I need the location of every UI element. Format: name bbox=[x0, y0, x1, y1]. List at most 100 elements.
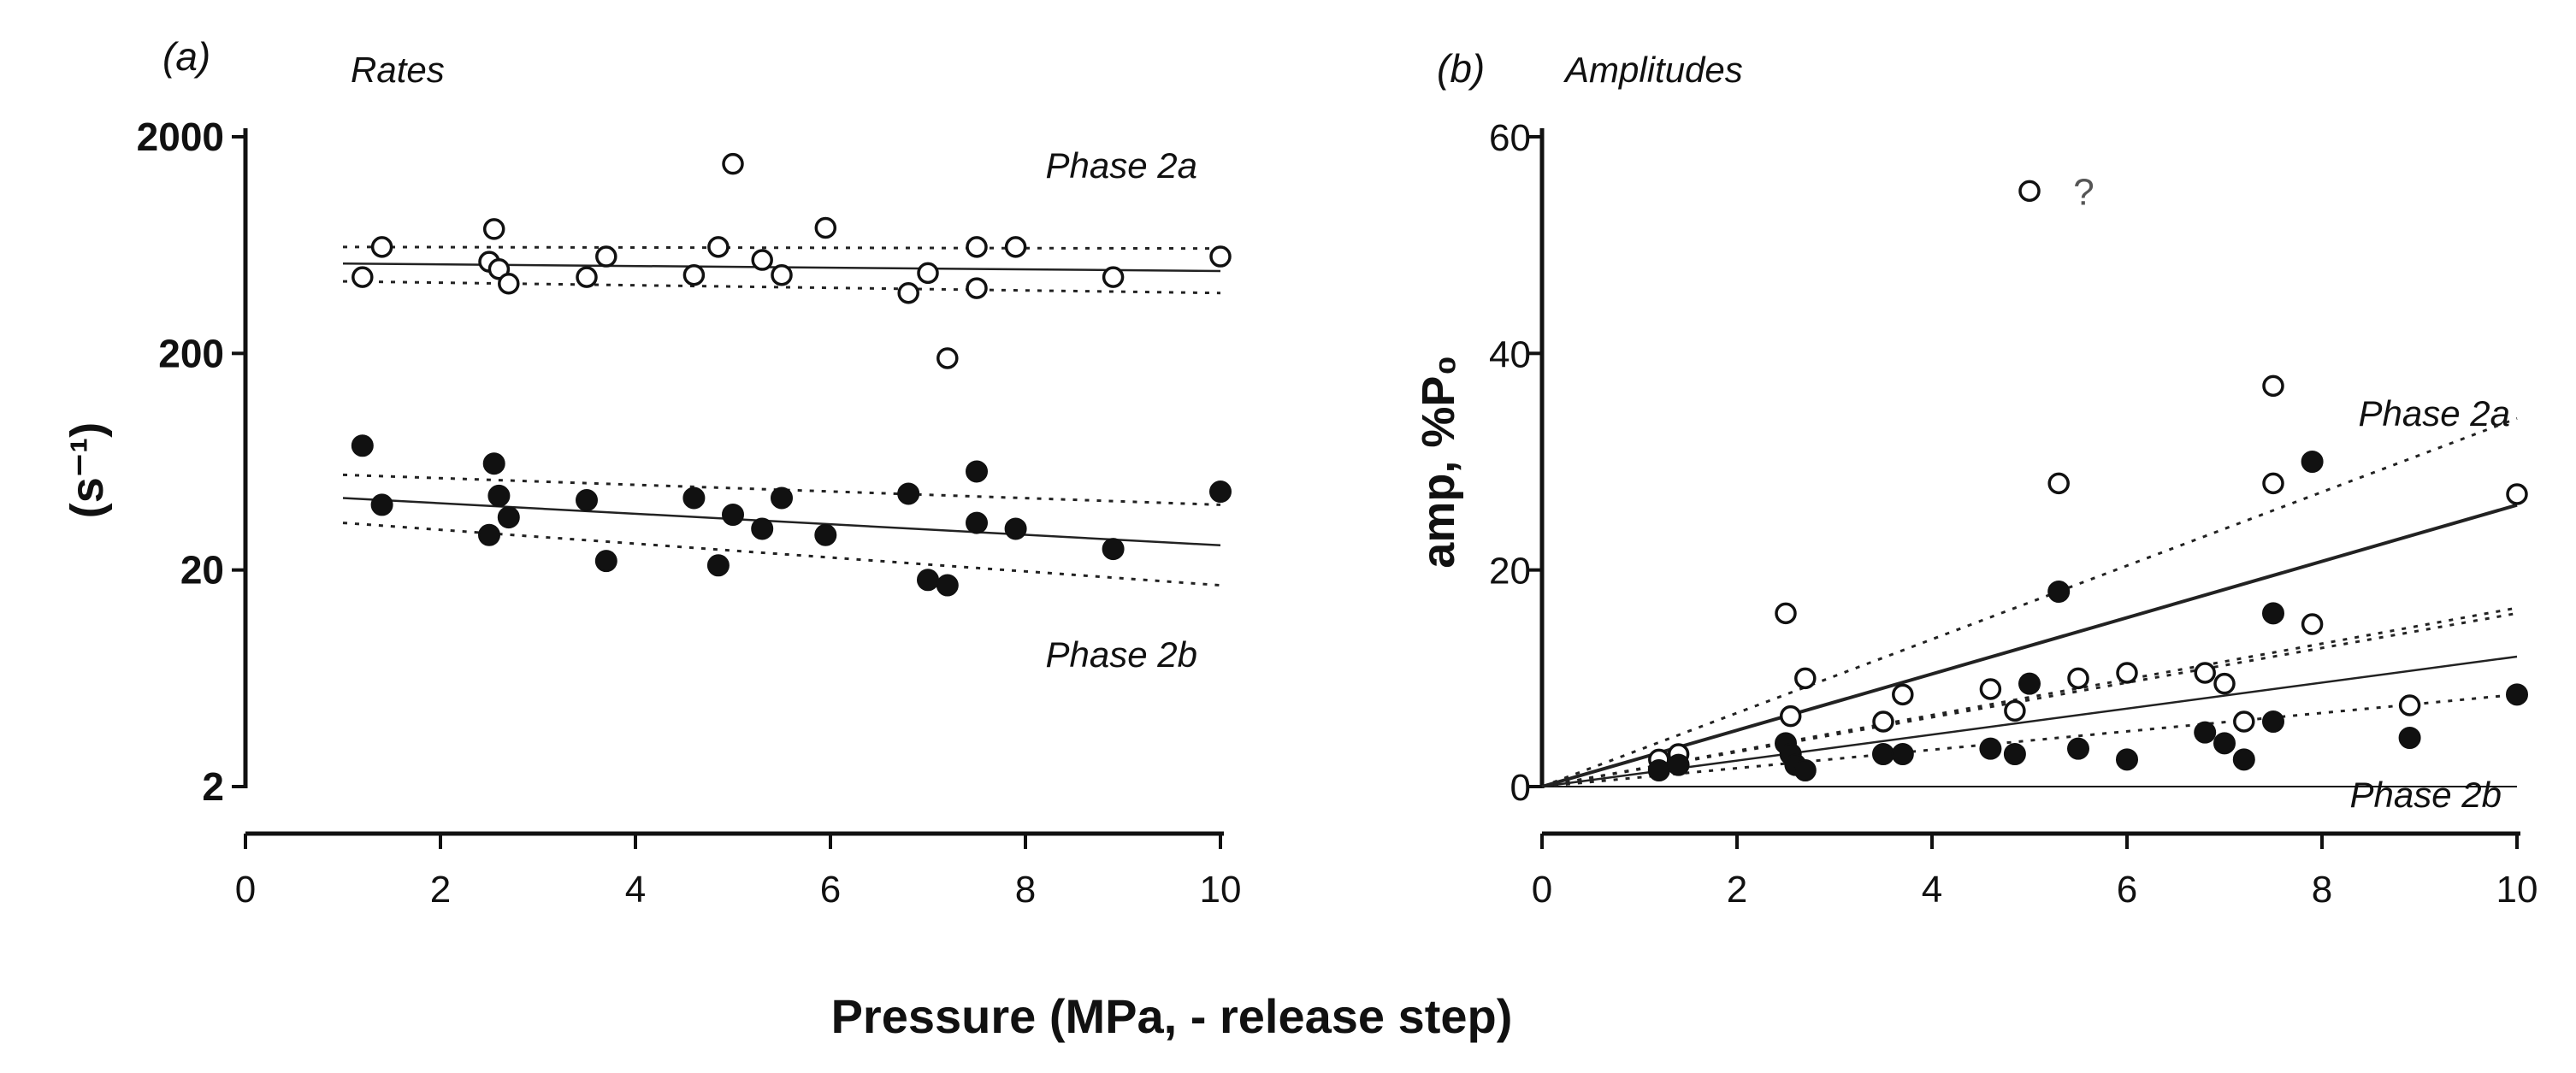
panel-a-point-2a bbox=[722, 152, 744, 175]
panel-b-point-2a bbox=[2262, 374, 2284, 398]
panel-a-point-2a bbox=[682, 263, 706, 286]
panel-amplitudes: (b) Amplitudes amp, %P₀ Phase 2a Phase 2… bbox=[1413, 46, 2538, 911]
panel-a-point-2a bbox=[487, 257, 511, 280]
panel-b-point-2a bbox=[2004, 699, 2026, 722]
panel-b-y-tick-label: 0 bbox=[1510, 767, 1531, 809]
panel-a-letter: (a) bbox=[162, 34, 210, 79]
panel-a-x-tick-label: 8 bbox=[1015, 869, 1036, 911]
panel-a-point-2a bbox=[966, 236, 988, 258]
panel-b-point-2a bbox=[1775, 602, 1797, 625]
panel-a-y-tick-label: 2 bbox=[202, 764, 224, 809]
panel-b-x-tick-label: 4 bbox=[1922, 869, 1942, 911]
panel-b-point-2a bbox=[2018, 180, 2041, 203]
panel-b-x-tick-label: 0 bbox=[1532, 869, 1552, 911]
panel-a-series-2b-ci-upper bbox=[342, 473, 1221, 506]
panel-b-point-2b bbox=[1793, 759, 1817, 781]
panel-b-point-2a bbox=[2067, 667, 2089, 690]
panel-b-y-tick-label: 40 bbox=[1489, 333, 1531, 375]
panel-a-x-tick-label: 2 bbox=[430, 869, 451, 911]
panel-b-series-2b-fit-line bbox=[1541, 655, 2518, 788]
panel-a-point-2a bbox=[498, 272, 520, 295]
panel-a-point-2b bbox=[576, 489, 598, 512]
panel-b-point-2b bbox=[2067, 737, 2089, 760]
panel-b-point-2a bbox=[2506, 483, 2528, 505]
panel-b-point-2a bbox=[2301, 613, 2324, 635]
panel-b-point-2b bbox=[2213, 732, 2236, 755]
panel-a-point-2b bbox=[897, 482, 920, 505]
panel-a-point-2b bbox=[1209, 480, 1232, 504]
panel-b-ylabel: amp, %P₀ bbox=[1413, 355, 1464, 568]
panel-a-point-2b bbox=[722, 503, 744, 526]
panel-a-point-2b bbox=[351, 434, 374, 457]
panel-b-point-2b bbox=[2194, 721, 2217, 744]
panel-b-point-2b bbox=[2116, 748, 2138, 771]
panel-a-y-tick-label: 2000 bbox=[137, 115, 224, 159]
panel-a-point-2a bbox=[1004, 236, 1027, 258]
panel-b-point-2a bbox=[1979, 678, 2002, 700]
panel-b-title: Amplitudes bbox=[1563, 50, 1743, 90]
panel-b-point-2a bbox=[2398, 694, 2421, 716]
panel-a-x-tick-label: 6 bbox=[820, 869, 841, 911]
panel-a-point-2a bbox=[897, 281, 919, 304]
panel-b-x-tick-label: 10 bbox=[2496, 869, 2538, 911]
panel-a-point-2a bbox=[576, 266, 598, 288]
panel-a-point-2a bbox=[707, 236, 730, 258]
panel-b-annotation: ? bbox=[2073, 171, 2094, 213]
panel-b-point-2b bbox=[1891, 743, 1914, 765]
panel-a-point-2b bbox=[594, 550, 617, 573]
panel-a-point-2b bbox=[1004, 517, 1027, 540]
panel-b-series-label-2a: Phase 2a bbox=[2359, 393, 2510, 433]
panel-a-point-2b bbox=[497, 506, 520, 529]
panel-b-point-2b bbox=[1872, 743, 1894, 765]
panel-b-y-tick-label: 60 bbox=[1489, 117, 1531, 159]
panel-a-ylabel: (s⁻¹) bbox=[62, 422, 113, 518]
panel-b-point-2b bbox=[2018, 672, 2041, 695]
panel-rates: (a) Rates (s⁻¹) Phase 2a Phase 2b 0 2 4 6 8 1… bbox=[62, 34, 1241, 911]
panel-a-point-2b bbox=[682, 486, 706, 510]
panel-a-x-tick-label: 0 bbox=[235, 869, 256, 911]
panel-a-series-2b-ci-lower bbox=[342, 522, 1221, 587]
panel-a-x-tick-label: 4 bbox=[625, 869, 646, 911]
panel-a-point-2b bbox=[917, 569, 939, 592]
panel-a-x-tick-label: 10 bbox=[1200, 869, 1242, 911]
panel-b-point-2b bbox=[2301, 451, 2324, 473]
panel-a-title: Rates bbox=[351, 50, 445, 90]
shared-x-axis-label: Pressure (MPa, - release step) bbox=[831, 989, 1513, 1043]
panel-a-point-2a bbox=[771, 263, 793, 286]
panel-a-point-2a bbox=[936, 347, 959, 369]
panel-b-series-2a-fit-line bbox=[1541, 503, 2518, 788]
panel-a-point-2a bbox=[595, 245, 617, 268]
panel-a-point-2b bbox=[966, 460, 988, 483]
panel-b-point-2a bbox=[2213, 672, 2236, 695]
panel-b-point-2a bbox=[2233, 710, 2255, 733]
panel-b-point-2a bbox=[1892, 683, 1914, 706]
panel-a-point-2b bbox=[751, 517, 774, 540]
panel-a-point-2a bbox=[917, 262, 939, 285]
panel-a-point-2a bbox=[482, 218, 505, 240]
panel-a-point-2a bbox=[751, 249, 773, 271]
panel-a-y-tick-label: 200 bbox=[158, 331, 224, 375]
panel-a-point-2b bbox=[482, 452, 505, 475]
panel-b-point-2b bbox=[2262, 710, 2284, 733]
panel-a-point-2b bbox=[706, 554, 730, 577]
panel-b-series-2b-ci-upper bbox=[1541, 611, 2518, 788]
panel-b-point-2a bbox=[2194, 662, 2216, 684]
panel-b-series-2b-ci-lower bbox=[1541, 693, 2518, 788]
panel-b-series-2a-ci-upper bbox=[1541, 416, 2518, 788]
panel-a-series-label-2b: Phase 2b bbox=[1046, 634, 1197, 675]
panel-a-point-2b bbox=[1102, 538, 1125, 561]
panel-a-series-2b-fit-line bbox=[342, 497, 1221, 547]
panel-b-x-tick-label: 6 bbox=[2117, 869, 2137, 911]
panel-b-point-2b bbox=[1979, 737, 2002, 760]
panel-a-point-2b bbox=[966, 511, 988, 534]
panel-b-point-2a bbox=[1779, 705, 1802, 728]
panel-b-x-tick-label: 2 bbox=[1727, 869, 1747, 911]
panel-b-y-tick-label: 20 bbox=[1489, 551, 1531, 593]
panel-a-series-label-2a: Phase 2a bbox=[1046, 145, 1197, 186]
panel-a-point-2b bbox=[478, 523, 500, 546]
panel-a-point-2a bbox=[1102, 266, 1125, 288]
panel-a-point-2b bbox=[370, 493, 393, 516]
panel-a-point-2b bbox=[936, 574, 959, 597]
panel-b-point-2a bbox=[2047, 472, 2070, 495]
